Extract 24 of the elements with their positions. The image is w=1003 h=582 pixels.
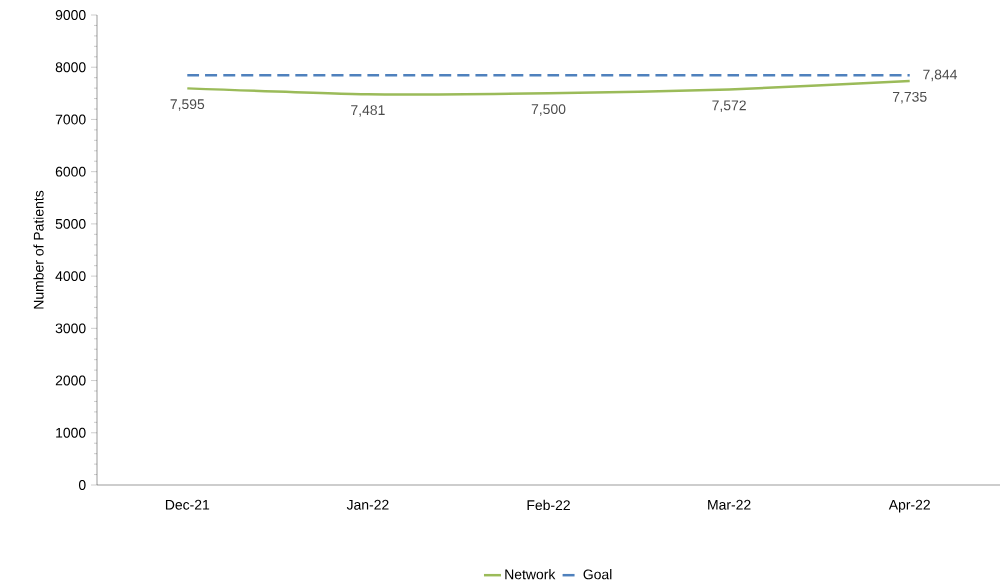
y-tick-label: 4000 <box>55 271 86 282</box>
legend-label: Goal <box>583 569 612 580</box>
y-tick-label: 9000 <box>55 10 86 20</box>
y-tick-label: 3000 <box>55 323 86 334</box>
x-tick-label: Dec-21 <box>165 499 210 510</box>
x-tick-label: Feb-22 <box>527 499 570 511</box>
y-tick-label: 2000 <box>55 375 86 386</box>
y-tick-label: 0 <box>78 480 86 490</box>
y-axis-title: Number of Patients <box>33 190 44 309</box>
y-tick-label: 1000 <box>56 427 86 438</box>
y-tick-label: 6000 <box>55 166 86 177</box>
data-label: 7,595 <box>170 99 205 111</box>
data-label: 7,500 <box>531 104 566 116</box>
data-label: 7,572 <box>712 100 746 112</box>
x-tick-label: Apr-22 <box>888 499 930 513</box>
y-tick-label: 5000 <box>55 218 86 229</box>
data-label: 7,481 <box>351 105 385 117</box>
y-tick-label: 7000 <box>55 114 86 125</box>
x-tick-label: Mar-22 <box>708 499 751 510</box>
y-tick-label: 8000 <box>55 62 86 73</box>
x-tick-label: Jan-22 <box>346 499 389 510</box>
data-label: 7,735 <box>892 91 927 104</box>
data-label: 7,844 <box>923 69 958 82</box>
legend-label: Network <box>505 569 556 580</box>
